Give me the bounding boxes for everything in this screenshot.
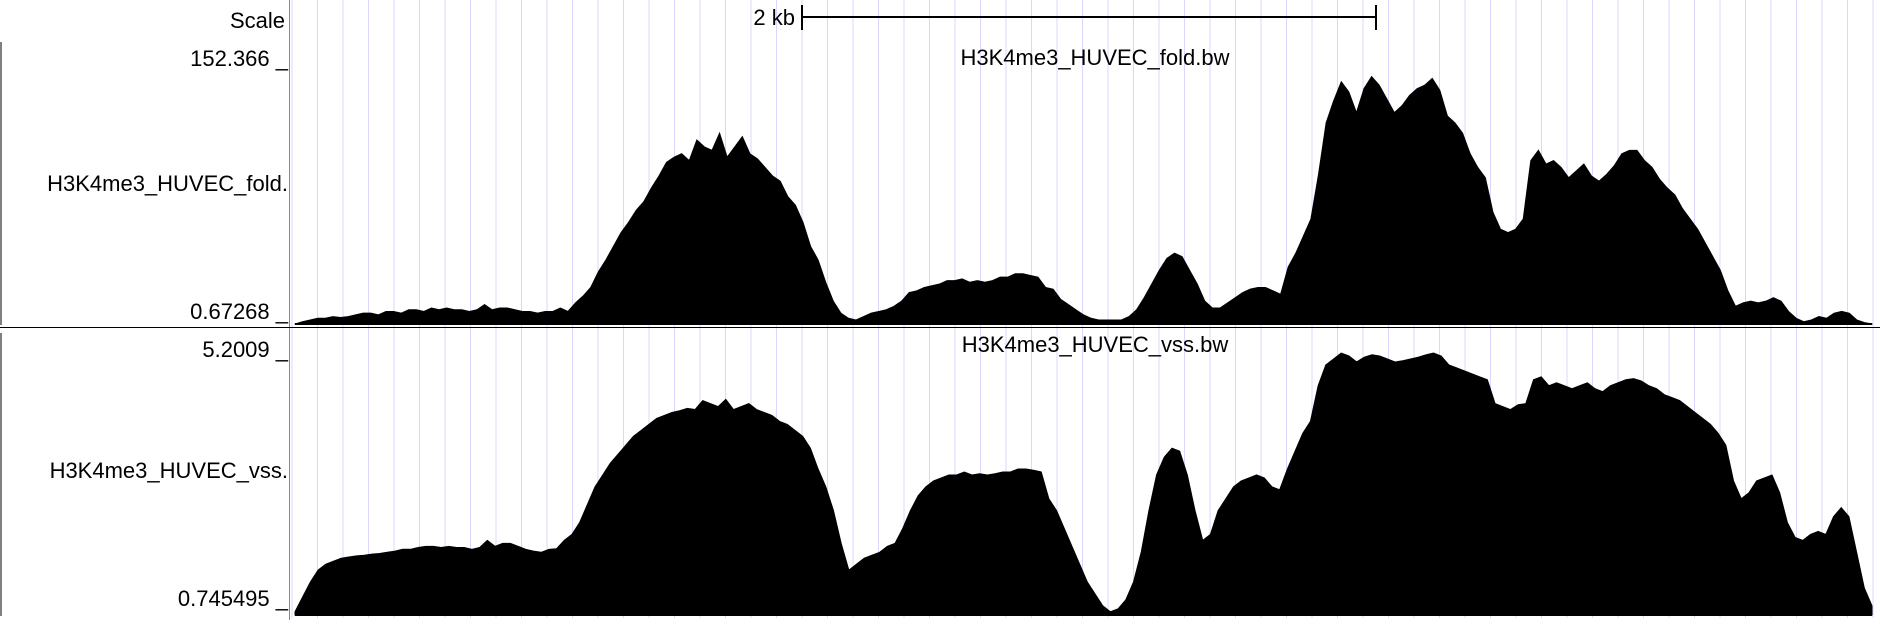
scale-label: Scale	[230, 8, 285, 33]
signal-area-fold	[294, 75, 1873, 325]
track-title-vss: H3K4me3_HUVEC_vss.bw	[962, 332, 1229, 357]
ymax-label-vss: 5.2009 _	[202, 337, 288, 362]
scale-bar	[801, 5, 1377, 30]
signal-layer	[294, 75, 1873, 616]
ymin-label-vss: 0.745495 _	[178, 586, 289, 611]
ymin-label-fold: 0.67268 _	[190, 299, 289, 324]
scale-text: 2 kb	[753, 5, 795, 30]
track-label-fold[interactable]: H3K4me3_HUVEC_fold.	[47, 171, 288, 196]
track-title-fold: H3K4me3_HUVEC_fold.bw	[960, 45, 1229, 70]
ymax-label-fold: 152.366 _	[190, 46, 289, 71]
signal-area-vss	[294, 352, 1873, 616]
track-label-vss[interactable]: H3K4me3_HUVEC_vss.	[50, 458, 288, 483]
